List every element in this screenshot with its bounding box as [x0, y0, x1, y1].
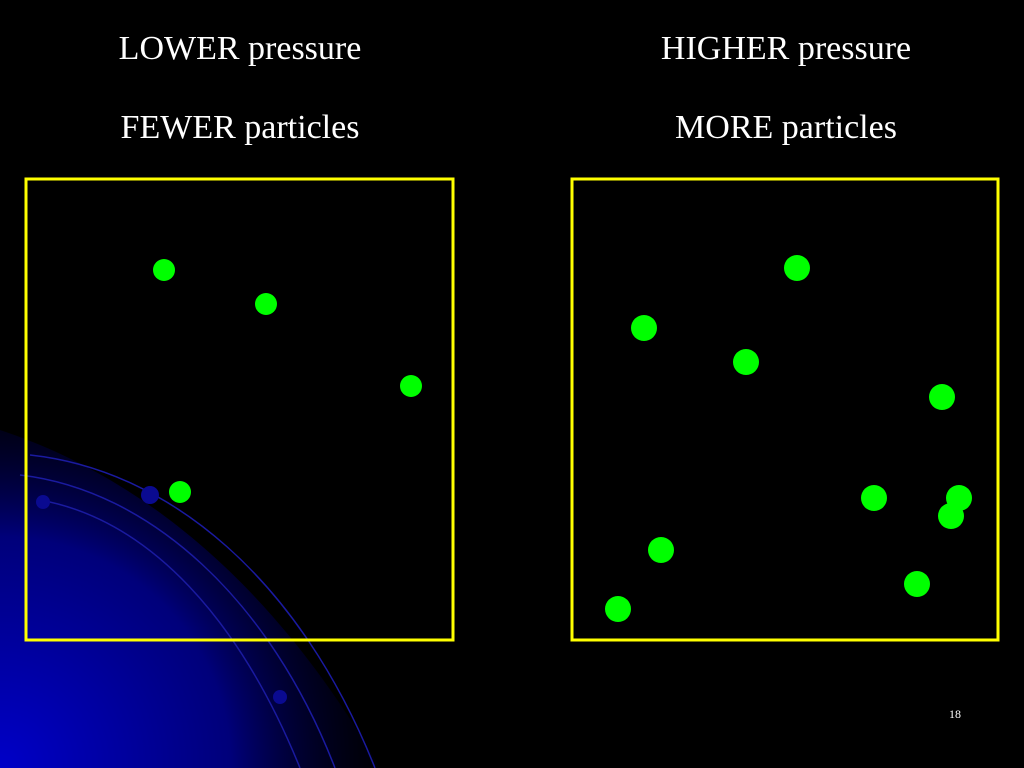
arc [39, 499, 301, 768]
particle [938, 503, 964, 529]
particle [153, 259, 175, 281]
arc [19, 474, 336, 768]
right-title: HIGHER pressure [661, 30, 911, 67]
right-particles [605, 255, 972, 622]
arc [29, 454, 376, 768]
right-container [570, 177, 1000, 642]
particle [861, 485, 887, 511]
particle [169, 481, 191, 503]
particle [904, 571, 930, 597]
particle [648, 537, 674, 563]
left-particles [153, 259, 422, 503]
particle [733, 349, 759, 375]
left-title: LOWER pressure [119, 30, 362, 67]
particle [605, 596, 631, 622]
particle [929, 384, 955, 410]
slide-number: 18 [949, 707, 961, 721]
corner-glow [0, 430, 380, 768]
dot [273, 690, 287, 704]
dot [36, 495, 50, 509]
particle [784, 255, 810, 281]
decor-arcs [19, 454, 376, 768]
decor-dots [36, 486, 287, 704]
particle [400, 375, 422, 397]
left-subtitle: FEWER particles [121, 109, 360, 146]
left-container [24, 177, 455, 642]
particle [631, 315, 657, 341]
right-subtitle: MORE particles [675, 109, 897, 146]
dot [141, 486, 159, 504]
particle [255, 293, 277, 315]
